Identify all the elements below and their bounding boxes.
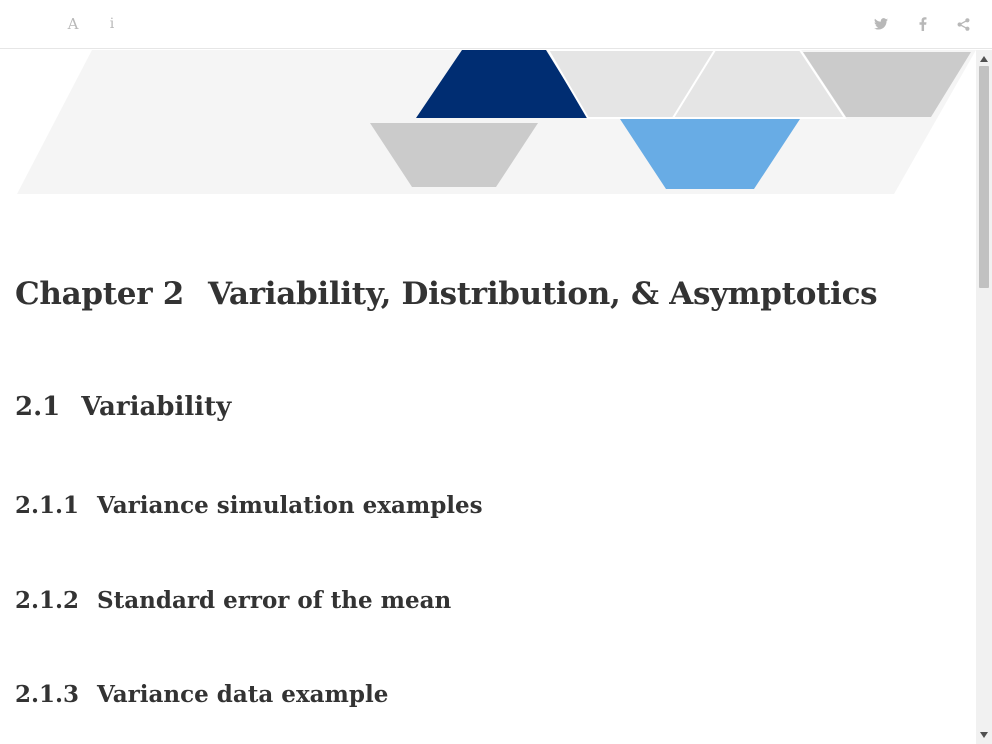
banner-navy-triangle [416, 50, 588, 118]
banner-sky-trapezoid [620, 119, 800, 189]
section-heading: 2.1 Variability [15, 392, 231, 422]
subsection-title: Standard error of the mean [97, 587, 452, 614]
subsection-title: Variance data example [97, 681, 389, 708]
subsection-title: Variance simulation examples [97, 492, 483, 519]
scroll-up-arrow[interactable] [976, 52, 992, 66]
twitter-icon [874, 18, 888, 30]
header-banner [17, 50, 976, 194]
chapter-number: Chapter 2 [15, 276, 185, 312]
facebook-icon [919, 17, 927, 31]
banner-gray-trapezoid-2 [671, 50, 847, 119]
section-number: 2.1 [15, 392, 61, 422]
font-settings-button[interactable]: A [61, 12, 85, 36]
subsection-number: 2.1.1 [15, 492, 80, 519]
section-title: Variability [81, 392, 232, 422]
subsection-heading: 2.1.2 Standard error of the mean [15, 587, 451, 614]
info-icon: i [109, 16, 115, 32]
facebook-share-button[interactable] [911, 12, 935, 36]
info-button[interactable]: i [100, 12, 124, 36]
subsection-number: 2.1.2 [15, 587, 80, 614]
font-icon: A [67, 15, 79, 33]
chapter-heading: Chapter 2 Variability, Distribution, & As… [15, 276, 878, 312]
triangle-up-icon [980, 56, 988, 62]
book-content: Chapter 2 Variability, Distribution, & As… [0, 50, 976, 744]
subsection-number: 2.1.3 [15, 681, 80, 708]
twitter-share-button[interactable] [869, 12, 893, 36]
subsection-heading: 2.1.1 Variance simulation examples [15, 492, 483, 519]
subsection-heading: 2.1.3 Variance data example [15, 681, 388, 708]
chapter-title: Variability, Distribution, & Asymptotics [208, 276, 878, 312]
banner-gray-trapezoid-3 [803, 52, 971, 117]
banner-gray-trapezoid-4 [370, 123, 538, 187]
share-icon [957, 17, 969, 31]
share-button[interactable] [951, 12, 975, 36]
triangle-down-icon [980, 732, 988, 738]
vertical-scrollbar[interactable] [976, 50, 992, 744]
scroll-thumb[interactable] [979, 66, 989, 288]
scroll-down-arrow[interactable] [976, 728, 992, 742]
book-toolbar: A i [0, 0, 992, 49]
